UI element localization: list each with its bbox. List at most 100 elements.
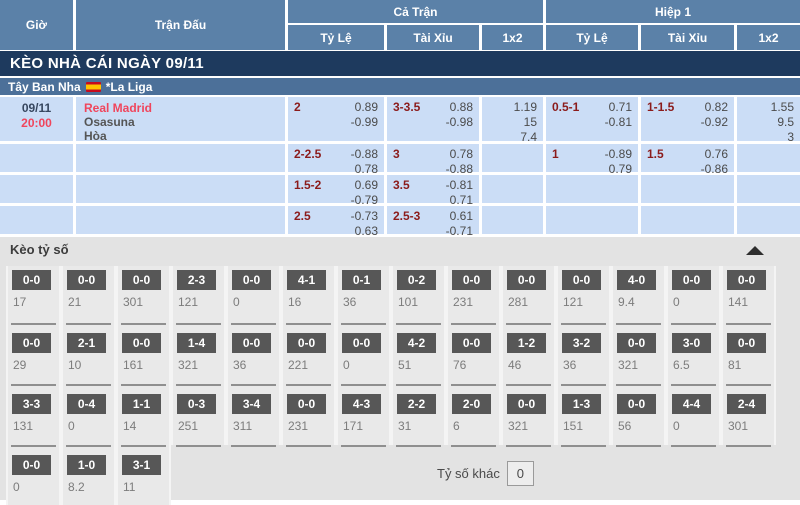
odd-value[interactable]: -0.73 bbox=[350, 209, 378, 223]
odd-value[interactable]: -0.98 bbox=[445, 115, 473, 129]
odd-value[interactable]: 15 bbox=[523, 115, 537, 129]
odd-value[interactable]: 0.71 bbox=[449, 193, 473, 207]
score-chip[interactable]: 0-0 bbox=[562, 270, 601, 290]
caret-up-icon[interactable] bbox=[746, 246, 764, 255]
odd-value[interactable]: 1.19 bbox=[513, 100, 537, 114]
score-chip[interactable]: 0-0 bbox=[672, 270, 711, 290]
odd-value[interactable]: -0.88 bbox=[445, 162, 473, 176]
h1-overunder-cell[interactable]: 1-1.5 0.82 -0.92 bbox=[641, 97, 734, 141]
score-chip[interactable]: 0-1 bbox=[342, 270, 381, 290]
ft-handicap-cell[interactable]: 2-2.5 -0.88 0.78 bbox=[288, 144, 384, 176]
odd-value[interactable]: 1.55 bbox=[770, 100, 794, 114]
score-chip[interactable]: 0-0 bbox=[12, 270, 51, 290]
empty-cell bbox=[76, 175, 285, 203]
score-chip[interactable]: 0-0 bbox=[232, 333, 271, 353]
ft-1x2-cell[interactable]: 1.19 15 7.4 bbox=[482, 97, 543, 144]
score-chip[interactable]: 1-4 bbox=[177, 333, 216, 353]
ft-overunder-cell[interactable]: 3-3.5 0.88 -0.98 bbox=[387, 97, 479, 141]
score-chip[interactable]: 0-0 bbox=[507, 270, 546, 290]
score-chip[interactable]: 0-0 bbox=[617, 333, 656, 353]
h1-overunder-cell[interactable]: 1.5 0.76 -0.86 bbox=[641, 144, 734, 176]
ft-handicap-cell[interactable]: 1.5-2 0.69 -0.79 bbox=[288, 175, 384, 207]
odd-value[interactable]: 3 bbox=[787, 130, 794, 144]
odd-value[interactable]: 0.88 bbox=[449, 100, 473, 114]
ft-overunder-cell[interactable]: 3 0.78 -0.88 bbox=[387, 144, 479, 176]
score-cell: 0-0 141 bbox=[721, 266, 776, 323]
match-teams-cell[interactable]: Real Madrid Osasuna Hòa bbox=[76, 97, 285, 143]
ft-overunder-cell[interactable]: 3.5 -0.81 0.71 bbox=[387, 175, 479, 207]
empty-cell bbox=[0, 175, 73, 203]
odd-value[interactable]: 0.61 bbox=[449, 209, 473, 223]
odd-value[interactable]: 0.79 bbox=[608, 162, 632, 176]
score-chip[interactable]: 4-2 bbox=[397, 333, 436, 353]
h1-handicap-cell[interactable]: 1 -0.89 0.79 bbox=[546, 144, 638, 176]
odd-value[interactable]: 0.78 bbox=[449, 147, 473, 161]
score-chip[interactable]: 1-0 bbox=[67, 455, 106, 475]
home-team[interactable]: Real Madrid bbox=[84, 101, 153, 115]
score-chip[interactable]: 0-4 bbox=[67, 394, 106, 414]
odd-value[interactable]: 0.76 bbox=[704, 147, 728, 161]
odd-value[interactable]: 0.78 bbox=[354, 162, 378, 176]
odd-value[interactable]: -0.89 bbox=[604, 147, 632, 161]
odd-value[interactable]: -0.86 bbox=[700, 162, 728, 176]
score-chip[interactable]: 2-1 bbox=[67, 333, 106, 353]
row-divider bbox=[451, 445, 496, 447]
score-chip[interactable]: 0-0 bbox=[12, 333, 51, 353]
score-chip[interactable]: 0-0 bbox=[67, 270, 106, 290]
score-chip[interactable]: 0-0 bbox=[122, 333, 161, 353]
odd-value[interactable]: 0.63 bbox=[354, 224, 378, 238]
odd-value[interactable]: -0.71 bbox=[445, 224, 473, 238]
score-chip[interactable]: 2-3 bbox=[177, 270, 216, 290]
other-score-input[interactable]: 0 bbox=[506, 461, 534, 486]
score-chip[interactable]: 0-0 bbox=[232, 270, 271, 290]
odd-value[interactable]: 0.69 bbox=[354, 178, 378, 192]
score-chip[interactable]: 0-0 bbox=[287, 394, 326, 414]
score-chip[interactable]: 3-3 bbox=[12, 394, 51, 414]
odd-value[interactable]: -0.92 bbox=[700, 115, 728, 129]
h1-1x2-cell[interactable]: 1.55 9.5 3 bbox=[737, 97, 800, 144]
score-chip[interactable]: 1-1 bbox=[122, 394, 161, 414]
odd-value[interactable]: 0.82 bbox=[704, 100, 728, 114]
score-chip[interactable]: 0-0 bbox=[727, 333, 766, 353]
score-chip[interactable]: 0-0 bbox=[122, 270, 161, 290]
score-chip[interactable]: 0-0 bbox=[452, 333, 491, 353]
score-chip[interactable]: 0-0 bbox=[12, 455, 51, 475]
score-chip[interactable]: 4-1 bbox=[287, 270, 326, 290]
score-chip[interactable]: 4-4 bbox=[672, 394, 711, 414]
ft-handicap-cell[interactable]: 2.5 -0.73 0.63 bbox=[288, 206, 384, 238]
score-chip[interactable]: 2-0 bbox=[452, 394, 491, 414]
score-chip[interactable]: 0-0 bbox=[452, 270, 491, 290]
away-team[interactable]: Osasuna bbox=[84, 115, 135, 129]
score-chip[interactable]: 0-0 bbox=[342, 333, 381, 353]
odd-value[interactable]: -0.81 bbox=[445, 178, 473, 192]
score-chip[interactable]: 0-3 bbox=[177, 394, 216, 414]
ft-handicap-cell[interactable]: 2 0.89 -0.99 bbox=[288, 97, 384, 141]
score-chip[interactable]: 3-0 bbox=[672, 333, 711, 353]
odd-value[interactable]: -0.81 bbox=[604, 115, 632, 129]
score-chip[interactable]: 0-0 bbox=[727, 270, 766, 290]
odd-value[interactable]: -0.79 bbox=[350, 193, 378, 207]
score-chip[interactable]: 0-2 bbox=[397, 270, 436, 290]
score-chip[interactable]: 0-0 bbox=[617, 394, 656, 414]
score-chip[interactable]: 3-2 bbox=[562, 333, 601, 353]
score-chip[interactable]: 0-0 bbox=[287, 333, 326, 353]
odd-value[interactable]: 9.5 bbox=[777, 115, 794, 129]
odd-value[interactable]: -0.99 bbox=[350, 115, 378, 129]
league-bar[interactable]: Tây Ban Nha *La Liga bbox=[0, 78, 800, 95]
score-chip[interactable]: 4-0 bbox=[617, 270, 656, 290]
score-chip[interactable]: 1-3 bbox=[562, 394, 601, 414]
score-chip[interactable]: 2-4 bbox=[727, 394, 766, 414]
score-chip[interactable]: 0-0 bbox=[507, 394, 546, 414]
odd-value[interactable]: 0.71 bbox=[608, 100, 632, 114]
score-chip[interactable]: 3-1 bbox=[122, 455, 161, 475]
score-chip[interactable]: 3-4 bbox=[232, 394, 271, 414]
score-cell: 3-1 11 bbox=[116, 445, 171, 505]
odd-value[interactable]: -0.88 bbox=[350, 147, 378, 161]
score-chip[interactable]: 4-3 bbox=[342, 394, 381, 414]
ft-overunder-cell[interactable]: 2.5-3 0.61 -0.71 bbox=[387, 206, 479, 238]
h1-handicap-cell[interactable]: 0.5-1 0.71 -0.81 bbox=[546, 97, 638, 141]
score-chip[interactable]: 2-2 bbox=[397, 394, 436, 414]
odd-value[interactable]: 0.89 bbox=[354, 100, 378, 114]
odd-value[interactable]: 7.4 bbox=[520, 130, 537, 144]
score-chip[interactable]: 1-2 bbox=[507, 333, 546, 353]
